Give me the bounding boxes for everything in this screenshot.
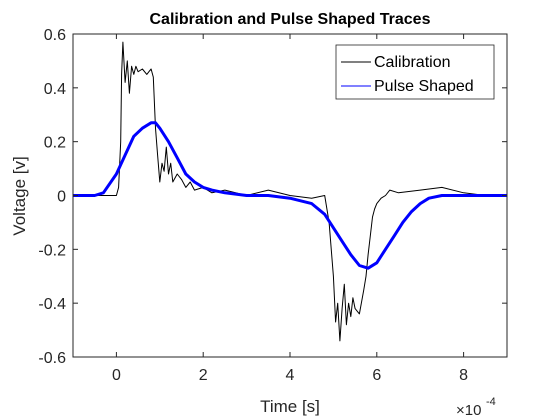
y-tick-label: 0.6 xyxy=(44,27,66,44)
y-tick-label: 0 xyxy=(57,189,66,206)
x-exponent-power: -4 xyxy=(486,396,496,408)
y-tick-label: 0.4 xyxy=(44,81,66,98)
x-tick-label: 0 xyxy=(112,367,121,384)
plot-area xyxy=(73,41,507,342)
y-tick-label: 0.2 xyxy=(44,135,66,152)
series-line-pulse-shaped xyxy=(73,121,507,270)
x-tick-label: 4 xyxy=(286,367,295,384)
x-exponent-base: ×10 xyxy=(456,402,481,419)
x-tick-label: 6 xyxy=(372,367,381,384)
legend-label-calibration: Calibration xyxy=(374,54,450,71)
x-axis: 0 2 4 6 8 xyxy=(112,34,468,384)
y-tick-label: -0.2 xyxy=(38,242,66,259)
x-axis-label: Time [s] xyxy=(260,397,320,416)
y-axis-label: Voltage [v] xyxy=(10,156,29,235)
x-tick-label: 2 xyxy=(199,367,208,384)
x-exponent-label: ×10 -4 xyxy=(456,396,496,419)
y-tick-label: -0.4 xyxy=(38,296,66,313)
legend: Calibration Pulse Shaped xyxy=(335,44,495,100)
y-axis: -0.6 -0.4 -0.2 0 0.2 0.4 0.6 xyxy=(38,27,507,367)
y-tick-label: -0.6 xyxy=(38,350,66,367)
chart-title: Calibration and Pulse Shaped Traces xyxy=(150,11,431,28)
x-tick-label: 8 xyxy=(459,367,468,384)
series-line-calibration xyxy=(73,41,507,342)
legend-box xyxy=(335,44,495,100)
legend-label-pulse-shaped: Pulse Shaped xyxy=(374,78,474,95)
